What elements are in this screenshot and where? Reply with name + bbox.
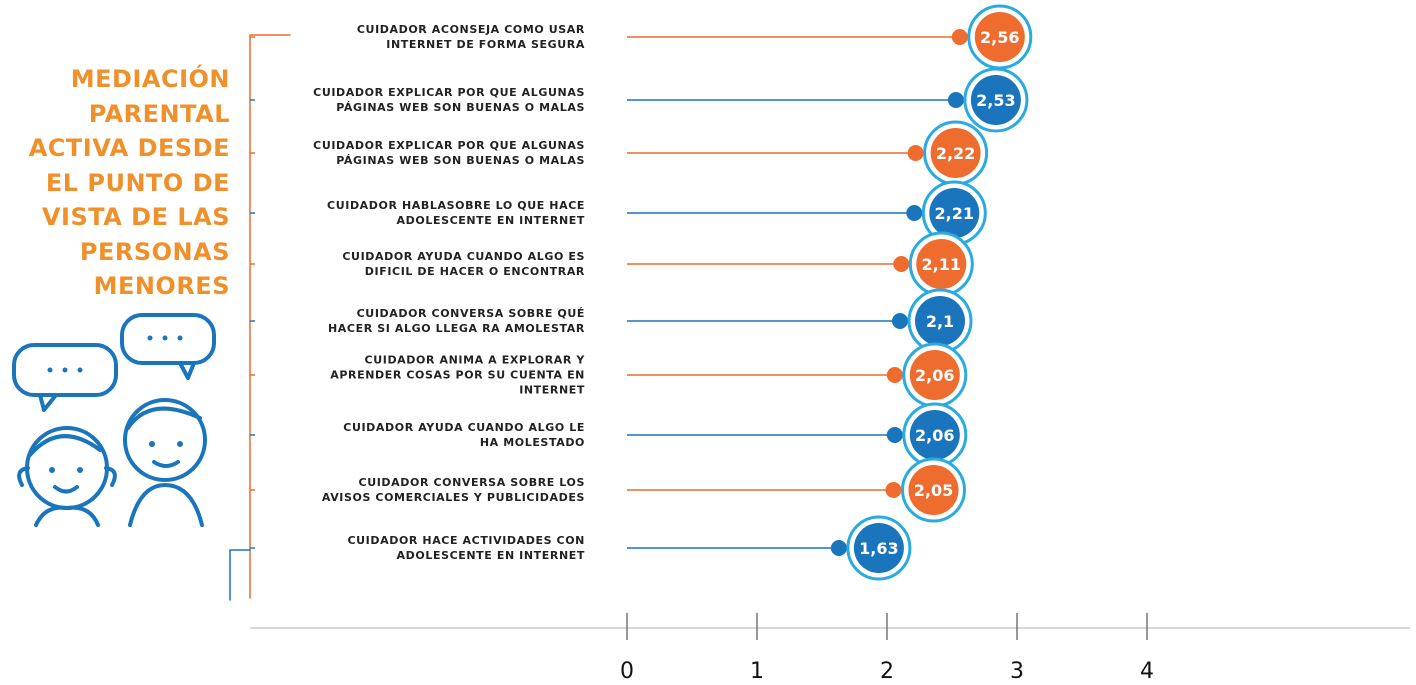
category-label: CUIDADOR HABLASOBRE LO QUE HACE ADOLESCE… [327,199,585,227]
category-label: CUIDADOR ACONSEJA COMO USAR INTERNET DE … [356,23,585,51]
value-label: 2,21 [935,204,974,223]
value-label: 2,06 [915,426,954,445]
bubble [974,12,1025,62]
x-tick-label: 4 [1140,659,1154,684]
category-label: CUIDADOR EXPLICAR POR QUE ALGUNAS PÁGINA… [313,86,585,114]
bubble [929,188,980,238]
dot [951,29,968,45]
value-label: 1,63 [859,539,898,558]
dot [830,540,847,556]
decoration [12,34,291,601]
bubble [916,239,967,289]
dot [906,205,923,221]
dot [907,145,924,161]
bubble [915,296,965,346]
value-label: 2,11 [922,255,961,274]
bubble [908,465,959,515]
x-tick-label: 0 [620,659,634,684]
bubble [853,523,904,573]
value-label: 2,56 [980,28,1019,47]
value-label: 2,05 [914,481,953,500]
value-label: 2,53 [976,91,1015,110]
dot [892,313,908,329]
chart-title: MEDIACIÓN PARENTAL ACTIVA DESDE EL PUNTO… [28,65,230,300]
bubble [909,410,960,460]
category-label: CUIDADOR ANIMA A EXPLORAR Y APRENDER COS… [330,353,585,397]
bubble [930,128,981,178]
value-label: 2,06 [915,366,954,385]
value-label: 2,1 [926,312,954,331]
category-label: CUIDADOR AYUDA CUANDO ALGO ES DIFICIL DE… [342,250,585,278]
category-label: CUIDADOR HACE ACTIVIDADES CON ADOLESCENT… [347,534,585,562]
category-label: CUIDADOR CONVERSA SOBRE LOS AVISOS COMER… [321,476,585,504]
category-label: CUIDADOR CONVERSA SOBRE QUÉ HACER SI ALG… [328,307,585,335]
bubble [970,75,1021,125]
x-tick-label: 3 [1010,659,1024,684]
dot [885,482,902,498]
dot [886,367,903,383]
x-tick-label: 2 [880,659,894,684]
dot [886,427,903,443]
value-label: 2,22 [936,144,975,163]
category-label: CUIDADOR EXPLICAR POR QUE ALGUNAS PÁGINA… [313,139,585,167]
x-tick-label: 1 [750,659,764,684]
dot [947,92,964,108]
bubble [909,350,960,400]
category-label: CUIDADOR AYUDA CUANDO ALGO LE HA MOLESTA… [343,421,585,449]
dot [893,256,910,272]
